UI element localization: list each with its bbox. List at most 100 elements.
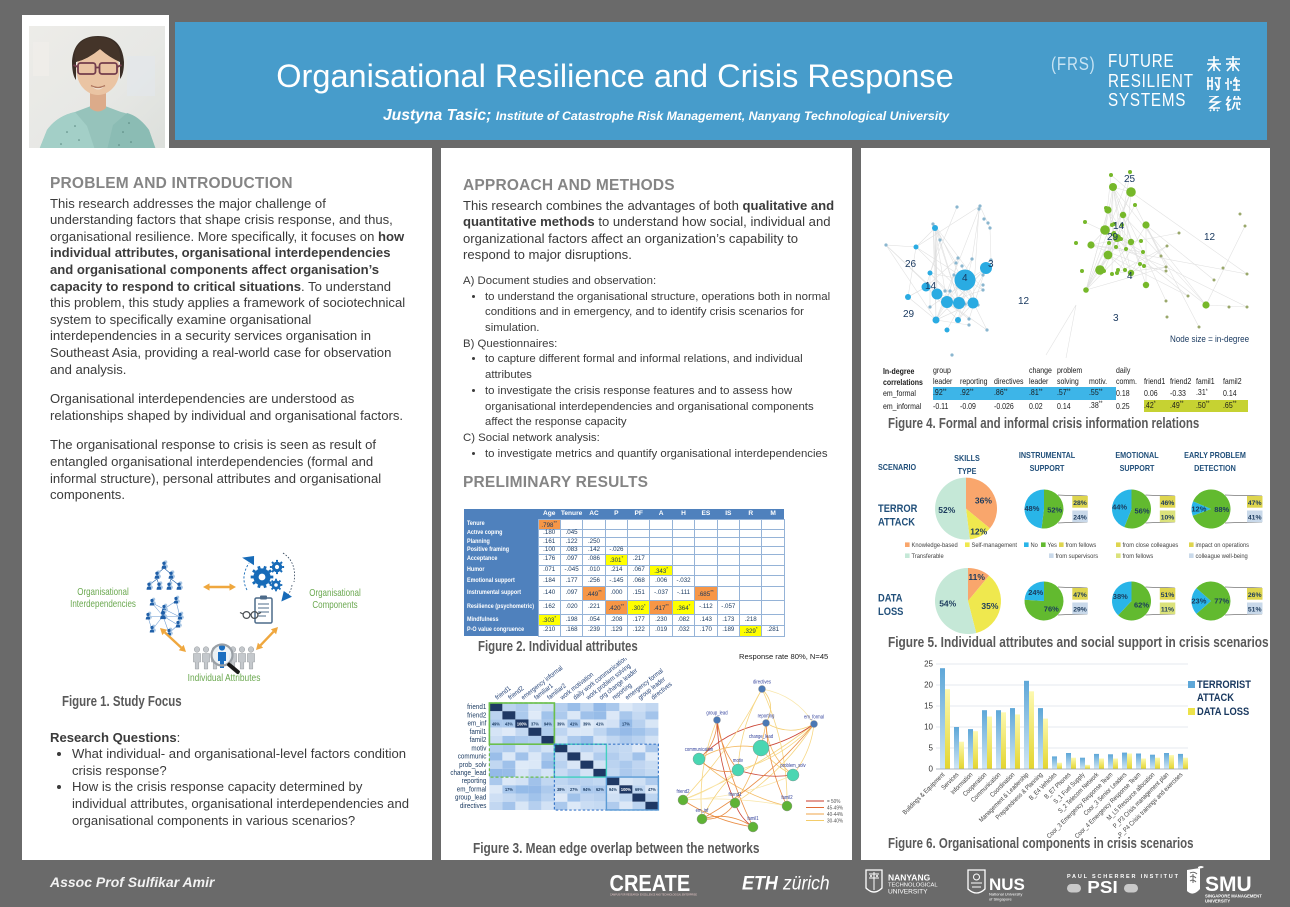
- svg-text:Yes: Yes: [1048, 542, 1057, 550]
- svg-text:26%: 26%: [1248, 592, 1262, 599]
- svg-text:41%: 41%: [570, 721, 578, 726]
- svg-text:4: 4: [962, 273, 968, 284]
- svg-text:77%: 77%: [1214, 597, 1229, 606]
- svg-text:TYPE: TYPE: [958, 466, 977, 476]
- svg-text:Interdependencies: Interdependencies: [70, 598, 136, 609]
- svg-text:problem_solv: problem_solv: [780, 763, 806, 768]
- svg-text:motiv: motiv: [471, 745, 487, 753]
- svg-text:Knowledge-based: Knowledge-based: [912, 542, 959, 550]
- svg-text:Node size = in-degree: Node size = in-degree: [1170, 333, 1249, 344]
- svg-text:62%: 62%: [1134, 601, 1149, 610]
- svg-text:Organisational: Organisational: [77, 586, 129, 597]
- svg-text:of Singapore: of Singapore: [989, 897, 1012, 902]
- svg-text:38%: 38%: [1113, 592, 1128, 601]
- svg-text:from close colleagues: from close colleagues: [1123, 542, 1179, 550]
- svg-text:TECHNOLOGICAL: TECHNOLOGICAL: [888, 883, 938, 889]
- svg-text:35%: 35%: [981, 601, 998, 611]
- svg-text:56%: 56%: [1134, 507, 1149, 516]
- svg-text:UNIVERSITY: UNIVERSITY: [888, 889, 928, 896]
- svg-text:14: 14: [1113, 221, 1125, 232]
- svg-text:29%: 29%: [1073, 606, 1087, 613]
- svg-text:12%: 12%: [970, 527, 987, 537]
- svg-text:friend2: friend2: [467, 712, 486, 720]
- svg-text:famil2: famil2: [781, 795, 793, 800]
- svg-text:communic: communic: [458, 753, 487, 761]
- svg-text:47%: 47%: [648, 787, 656, 792]
- svg-text:48%: 48%: [1024, 504, 1039, 513]
- svg-text:36%: 36%: [975, 495, 992, 505]
- svg-text:38%: 38%: [557, 787, 565, 792]
- svg-text:INSTRUMENTAL: INSTRUMENTAL: [1019, 450, 1076, 460]
- svg-text:group_lead: group_lead: [455, 794, 487, 802]
- svg-text:NANYANG: NANYANG: [888, 873, 931, 883]
- svg-text:15: 15: [924, 702, 933, 711]
- svg-text:100%: 100%: [517, 721, 527, 726]
- svg-text:27%: 27%: [570, 787, 578, 792]
- svg-text:famil1: famil1: [470, 728, 487, 736]
- svg-text:PAUL SCHERRER INSTITUT: PAUL SCHERRER INSTITUT: [1067, 874, 1180, 880]
- svg-text:DETECTION: DETECTION: [1194, 463, 1236, 473]
- svg-text:39%: 39%: [557, 721, 565, 726]
- svg-text:29: 29: [903, 309, 915, 320]
- svg-text:46%: 46%: [1161, 500, 1175, 507]
- svg-text:NUS: NUS: [989, 875, 1025, 894]
- svg-text:motiv: motiv: [733, 758, 744, 763]
- svg-text:TERRORIST: TERRORIST: [1197, 679, 1252, 691]
- svg-text:Transferable: Transferable: [912, 553, 945, 561]
- svg-text:ATTACK: ATTACK: [1197, 692, 1235, 704]
- svg-text:94%: 94%: [609, 787, 617, 792]
- svg-text:47%: 47%: [1248, 500, 1262, 507]
- svg-text:colleague well-being: colleague well-being: [1196, 553, 1249, 561]
- svg-text:14: 14: [925, 281, 937, 292]
- svg-text:44%: 44%: [1112, 502, 1127, 511]
- svg-text:41%: 41%: [596, 721, 604, 726]
- svg-text:PSI: PSI: [1087, 876, 1117, 896]
- svg-text:group_lead: group_lead: [706, 710, 728, 715]
- svg-text:88%: 88%: [1214, 505, 1229, 514]
- svg-text:directives: directives: [753, 679, 772, 684]
- svg-text:24%: 24%: [1028, 588, 1043, 597]
- svg-text:29: 29: [1107, 232, 1119, 243]
- svg-text:SINGAPORE MANAGEMENT: SINGAPORE MANAGEMENT: [1205, 894, 1262, 899]
- svg-text:25: 25: [1124, 174, 1136, 185]
- svg-text:Organisational: Organisational: [309, 587, 361, 598]
- svg-text:69%: 69%: [635, 787, 643, 792]
- svg-text:reporting: reporting: [462, 778, 487, 786]
- svg-text:94%: 94%: [583, 787, 591, 792]
- svg-text:39%: 39%: [583, 721, 591, 726]
- svg-text:10%: 10%: [1161, 514, 1175, 521]
- svg-text:reporting: reporting: [758, 713, 775, 718]
- svg-text:24%: 24%: [1073, 514, 1087, 521]
- svg-text:SUPPORT: SUPPORT: [1030, 463, 1065, 473]
- svg-text:94%: 94%: [544, 721, 552, 726]
- svg-text:TERROR: TERROR: [878, 503, 918, 515]
- svg-text:3: 3: [1113, 313, 1119, 324]
- svg-text:em_formal: em_formal: [457, 786, 487, 794]
- svg-text:10: 10: [924, 723, 933, 732]
- svg-text:communication: communication: [685, 747, 714, 752]
- svg-text:EARLY PROBLEM: EARLY PROBLEM: [1184, 450, 1246, 460]
- svg-text:49%: 49%: [492, 721, 500, 726]
- svg-text:DATA: DATA: [878, 593, 903, 605]
- svg-text:CREATE: CREATE: [610, 870, 691, 897]
- svg-text:25: 25: [924, 660, 933, 669]
- svg-text:28%: 28%: [1073, 500, 1087, 507]
- svg-text:CAMPUS FOR RESEARCH EXCELLENCE: CAMPUS FOR RESEARCH EXCELLENCE AND TECHN…: [610, 892, 697, 896]
- svg-text:40-44%: 40-44%: [827, 812, 844, 818]
- svg-text:3: 3: [988, 259, 994, 270]
- svg-text:famil1: famil1: [747, 816, 759, 821]
- svg-text:em_inf: em_inf: [696, 808, 709, 813]
- svg-text:Self-management: Self-management: [972, 542, 1018, 550]
- svg-text:52%: 52%: [1047, 505, 1062, 514]
- svg-text:Individual Attributes: Individual Attributes: [188, 672, 261, 684]
- svg-text:76%: 76%: [1044, 604, 1059, 613]
- svg-text:zürich: zürich: [782, 872, 830, 894]
- svg-text:EMOTIONAL: EMOTIONAL: [1115, 450, 1158, 460]
- svg-text:from fellows: from fellows: [1123, 553, 1154, 561]
- svg-text:em_inf: em_inf: [468, 720, 487, 728]
- svg-text:LOSS: LOSS: [878, 606, 904, 618]
- svg-text:51%: 51%: [1248, 606, 1262, 613]
- svg-text:0: 0: [929, 765, 934, 774]
- svg-text:= 50%: = 50%: [827, 799, 841, 805]
- svg-text:41%: 41%: [1248, 514, 1262, 521]
